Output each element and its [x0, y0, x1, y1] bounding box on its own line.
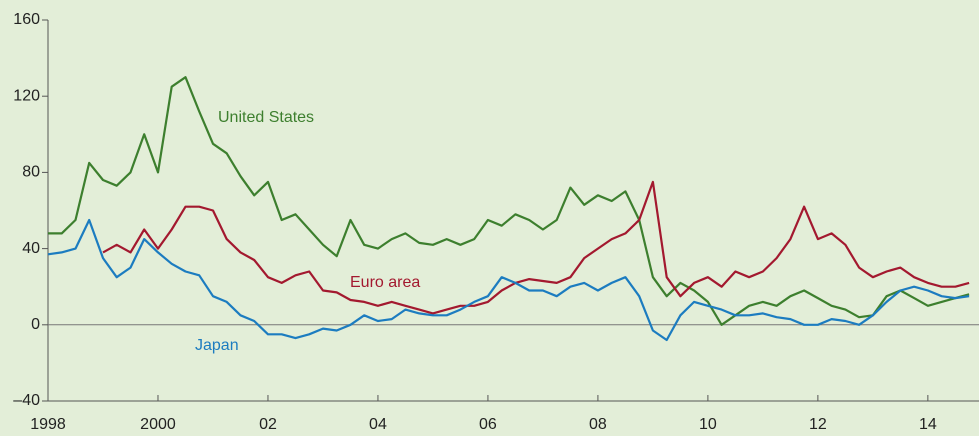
x-tick-label: 12	[809, 416, 827, 433]
x-tick-label: 1998	[30, 416, 66, 433]
y-tick-label: 80	[22, 164, 40, 181]
series-label: United States	[218, 109, 314, 126]
series-label: Japan	[195, 337, 239, 354]
y-tick-label: 160	[13, 11, 40, 28]
y-tick-label: 120	[13, 87, 40, 104]
y-tick-label: 0	[31, 316, 40, 333]
y-tick-label: –40	[13, 392, 40, 409]
series-line	[102, 180, 970, 315]
x-tick-label: 14	[919, 416, 937, 433]
x-tick-label: 10	[699, 416, 717, 433]
series-line	[47, 218, 970, 342]
y-tick-label: 40	[22, 240, 40, 257]
x-tick-label: 02	[259, 416, 277, 433]
series-label: Euro area	[350, 274, 420, 291]
x-tick-label: 08	[589, 416, 607, 433]
x-tick-label: 06	[479, 416, 497, 433]
x-tick-label: 2000	[140, 416, 176, 433]
x-tick-label: 04	[369, 416, 387, 433]
series-line	[48, 76, 970, 326]
